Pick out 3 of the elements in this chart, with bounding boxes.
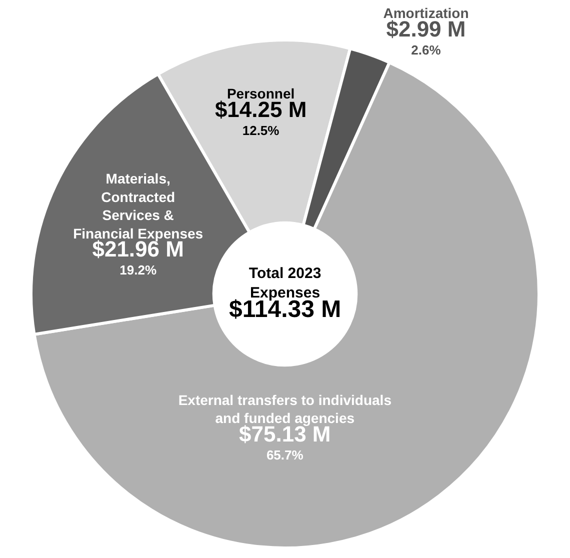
slice-label: Amortization [383,5,469,22]
text: Total 2023 Expenses $114.33 M [229,265,342,323]
slice-label: Personnel [226,86,295,102]
